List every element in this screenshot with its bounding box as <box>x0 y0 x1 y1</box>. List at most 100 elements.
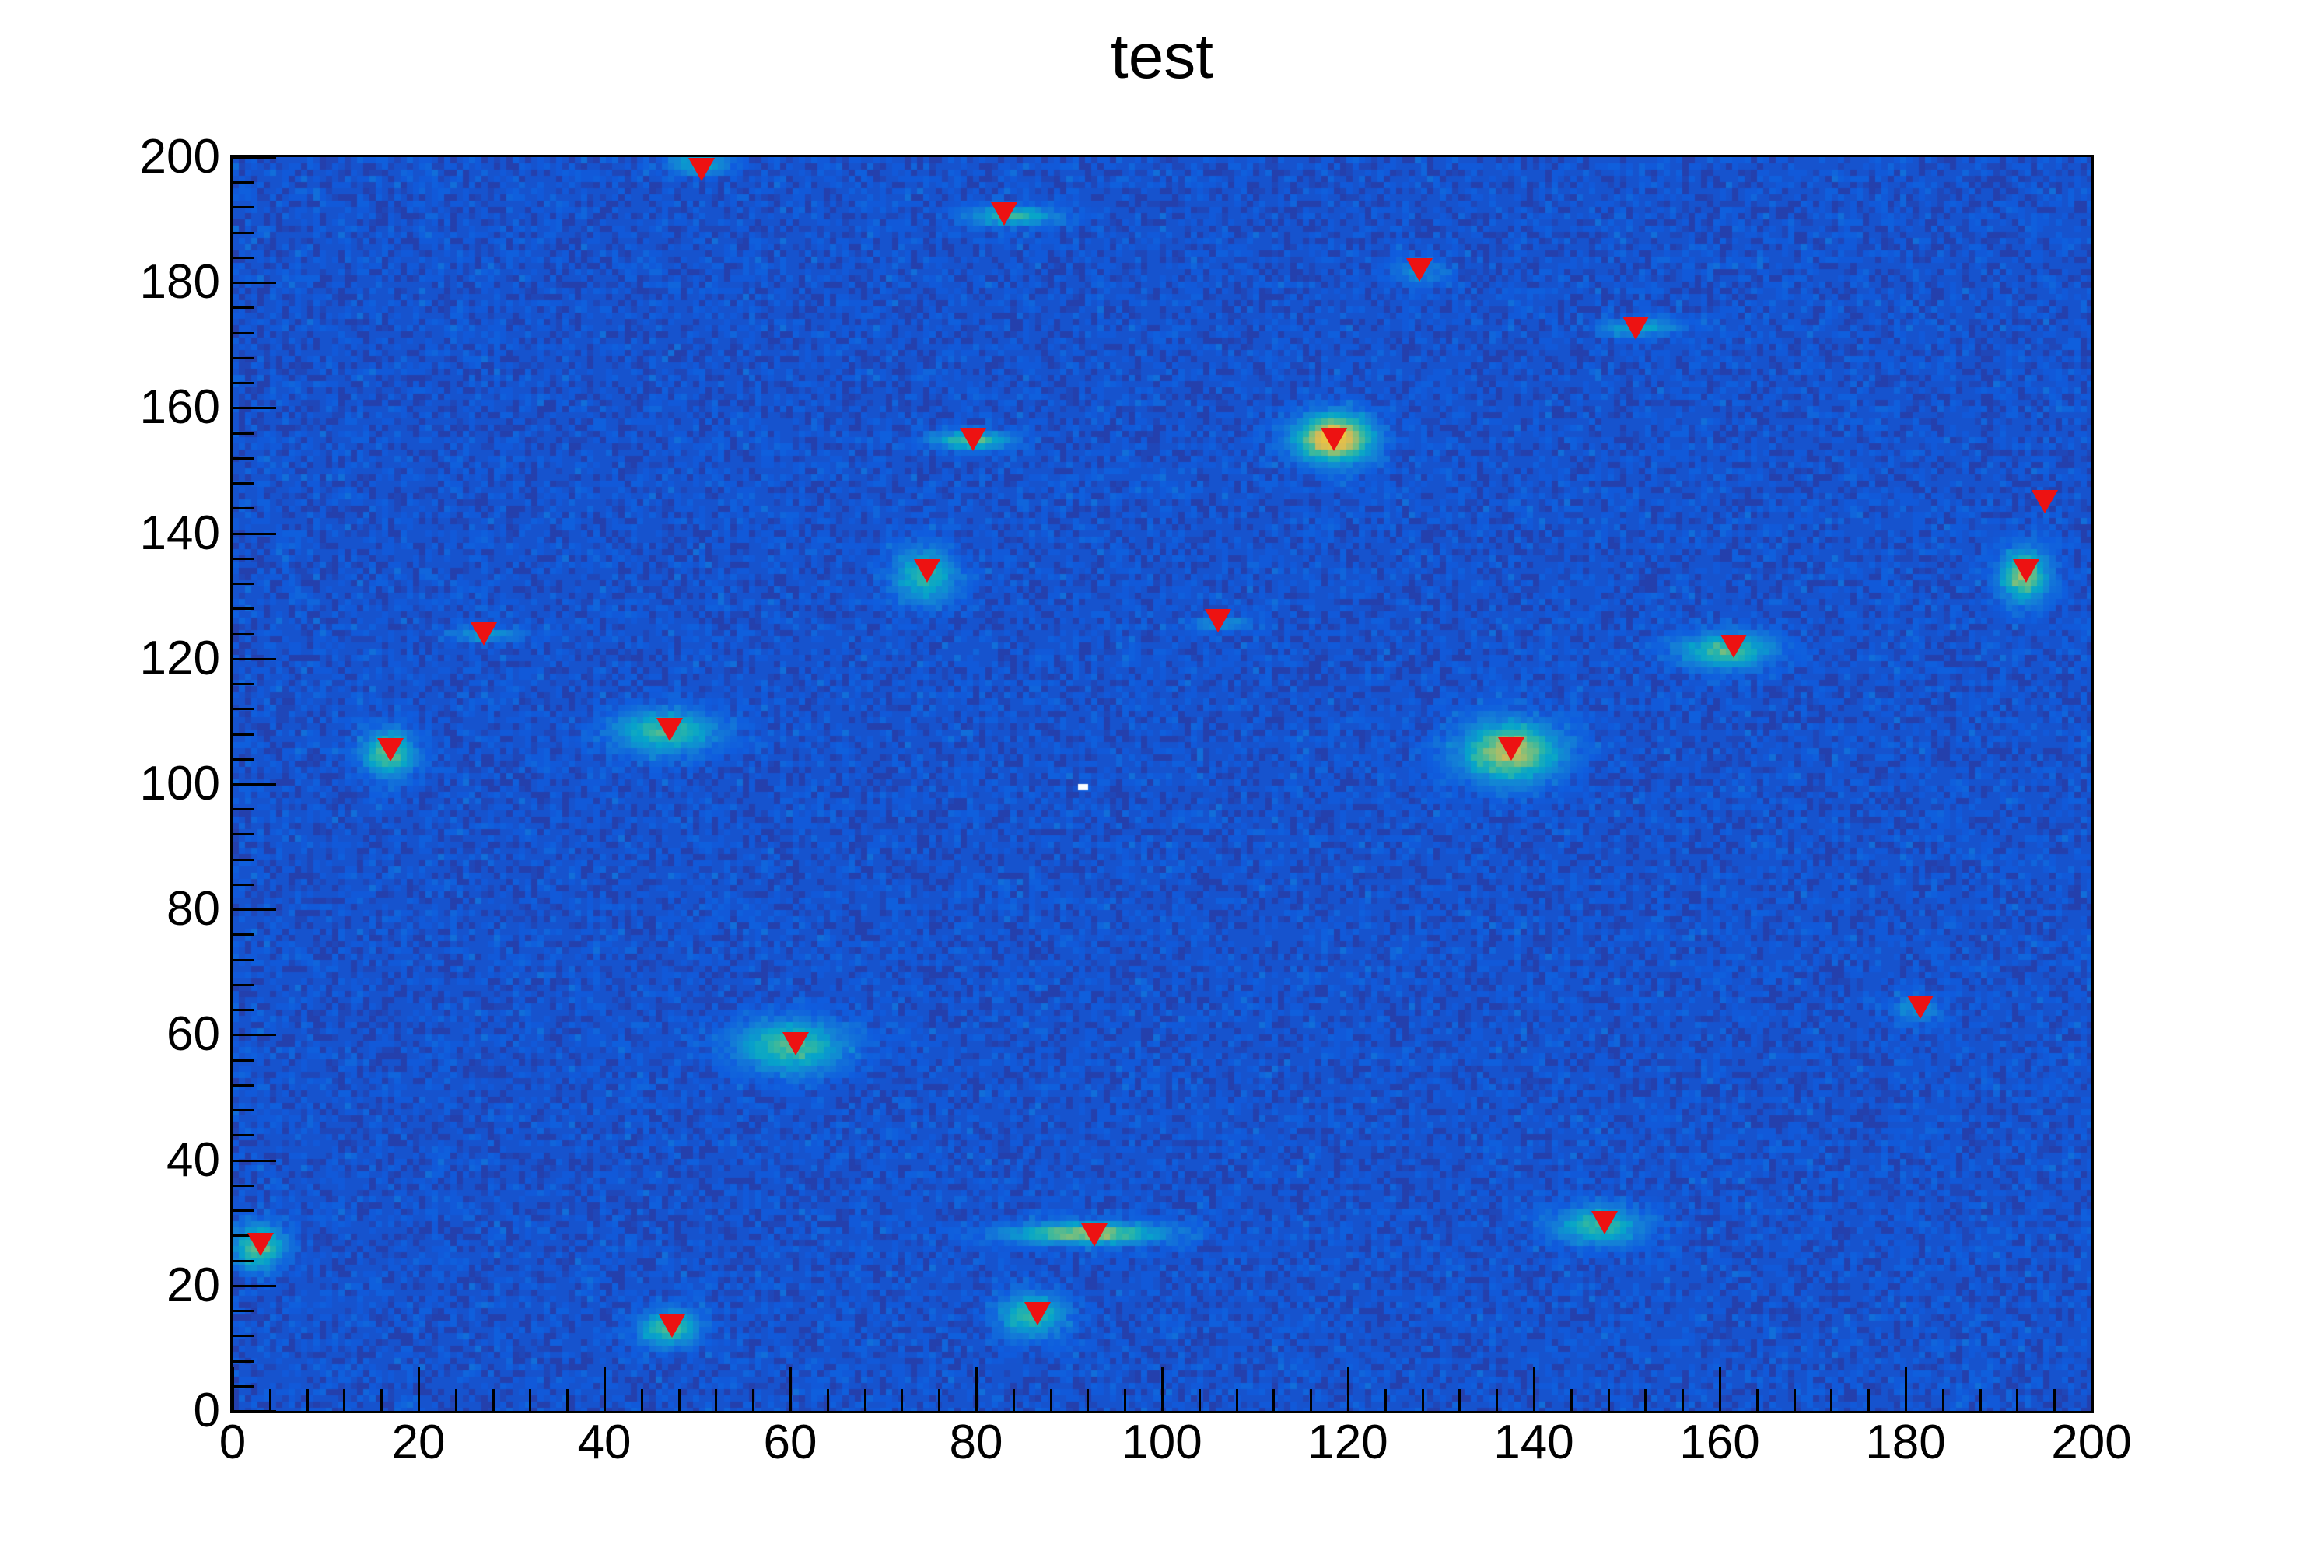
x-major-tick <box>232 1367 234 1411</box>
plot-title: test <box>1110 21 1214 92</box>
x-minor-tick <box>1682 1389 1684 1411</box>
x-axis-tick-label: 120 <box>1307 1416 1388 1469</box>
x-minor-tick <box>1013 1389 1015 1411</box>
y-minor-tick <box>233 683 254 685</box>
x-axis-tick-label: 60 <box>763 1416 817 1469</box>
y-minor-tick <box>233 733 254 736</box>
x-major-tick <box>604 1367 606 1411</box>
source-marker-13 <box>656 717 683 741</box>
y-minor-tick <box>233 257 254 259</box>
x-minor-tick <box>641 1389 643 1411</box>
x-major-tick <box>789 1367 792 1411</box>
y-minor-tick <box>233 332 254 334</box>
y-minor-tick <box>233 583 254 585</box>
x-minor-tick <box>306 1389 309 1411</box>
x-minor-tick <box>1236 1389 1238 1411</box>
histogram-heatmap <box>233 157 2091 1411</box>
x-minor-tick <box>1867 1389 1870 1411</box>
y-minor-tick <box>233 884 254 886</box>
x-axis-tick-label: 80 <box>949 1416 1003 1469</box>
x-minor-tick <box>1608 1389 1610 1411</box>
x-minor-tick <box>2016 1389 2018 1411</box>
x-minor-tick <box>1644 1389 1647 1411</box>
source-marker-8 <box>913 558 940 583</box>
x-minor-tick <box>864 1389 866 1411</box>
source-marker-11 <box>1204 609 1231 633</box>
source-marker-10 <box>470 621 497 646</box>
source-marker-12 <box>1720 634 1747 658</box>
y-minor-tick <box>233 833 254 835</box>
source-marker-17 <box>1907 995 1934 1019</box>
y-minor-tick <box>233 432 254 435</box>
source-marker-21 <box>1024 1302 1051 1326</box>
x-minor-tick <box>1422 1389 1424 1411</box>
x-minor-tick <box>1794 1389 1796 1411</box>
y-minor-tick <box>233 232 254 234</box>
y-axis-tick-label: 20 <box>166 1258 220 1312</box>
x-minor-tick <box>1087 1389 1089 1411</box>
plot-frame <box>230 155 2094 1413</box>
source-marker-6 <box>1321 427 1348 451</box>
y-axis-tick-label: 60 <box>166 1007 220 1062</box>
x-minor-tick <box>1830 1389 1832 1411</box>
source-marker-2 <box>990 201 1017 226</box>
y-minor-tick <box>233 1260 254 1262</box>
x-minor-tick <box>715 1389 717 1411</box>
y-axis-tick-label: 160 <box>139 380 220 435</box>
y-minor-tick <box>233 558 254 560</box>
x-minor-tick <box>1124 1389 1126 1411</box>
x-minor-tick <box>1756 1389 1759 1411</box>
y-axis-tick-label: 140 <box>139 506 220 560</box>
source-marker-4 <box>1622 317 1650 341</box>
y-axis-tick-label: 80 <box>166 882 220 936</box>
x-minor-tick <box>827 1389 829 1411</box>
source-marker-19 <box>659 1314 686 1339</box>
x-minor-tick <box>678 1389 681 1411</box>
y-major-tick <box>233 282 276 284</box>
y-minor-tick <box>233 1009 254 1011</box>
x-minor-tick <box>1570 1389 1573 1411</box>
y-axis-tick-label: 200 <box>139 130 220 184</box>
x-axis-tick-label: 160 <box>1679 1416 1760 1469</box>
source-marker-9 <box>2013 558 2040 583</box>
y-major-tick <box>233 1034 276 1036</box>
x-minor-tick <box>566 1389 569 1411</box>
y-major-tick <box>233 533 276 535</box>
y-major-tick <box>233 407 276 409</box>
x-minor-tick <box>380 1389 383 1411</box>
y-minor-tick <box>233 482 254 485</box>
y-major-tick <box>233 908 276 911</box>
x-minor-tick <box>1942 1389 1944 1411</box>
y-minor-tick <box>233 1059 254 1062</box>
source-marker-7 <box>2032 490 2059 514</box>
y-minor-tick <box>233 1310 254 1312</box>
y-minor-tick <box>233 206 254 208</box>
y-minor-tick <box>233 808 254 810</box>
y-major-tick <box>233 783 276 786</box>
x-minor-tick <box>1458 1389 1461 1411</box>
x-major-tick <box>2091 1367 2093 1411</box>
y-axis-tick-label: 0 <box>193 1384 220 1437</box>
x-axis-tick-label: 0 <box>219 1416 247 1469</box>
y-minor-tick <box>233 607 254 610</box>
x-axis-tick-label: 40 <box>577 1416 632 1469</box>
x-major-tick <box>1347 1367 1349 1411</box>
source-marker-22 <box>1591 1211 1618 1235</box>
x-minor-tick <box>1050 1389 1052 1411</box>
source-marker-3 <box>1406 258 1433 282</box>
x-major-tick <box>975 1367 978 1411</box>
y-minor-tick <box>233 1084 254 1087</box>
y-minor-tick <box>233 382 254 384</box>
y-minor-tick <box>233 306 254 309</box>
x-major-tick <box>1905 1367 1907 1411</box>
x-minor-tick <box>752 1389 754 1411</box>
y-minor-tick <box>233 457 254 460</box>
x-minor-tick <box>1272 1389 1275 1411</box>
y-minor-tick <box>233 1234 254 1237</box>
y-minor-tick <box>233 1134 254 1136</box>
y-minor-tick <box>233 507 254 509</box>
x-minor-tick <box>1979 1389 1982 1411</box>
source-marker-15 <box>1498 737 1525 761</box>
y-minor-tick <box>233 357 254 359</box>
x-major-tick <box>1533 1367 1535 1411</box>
